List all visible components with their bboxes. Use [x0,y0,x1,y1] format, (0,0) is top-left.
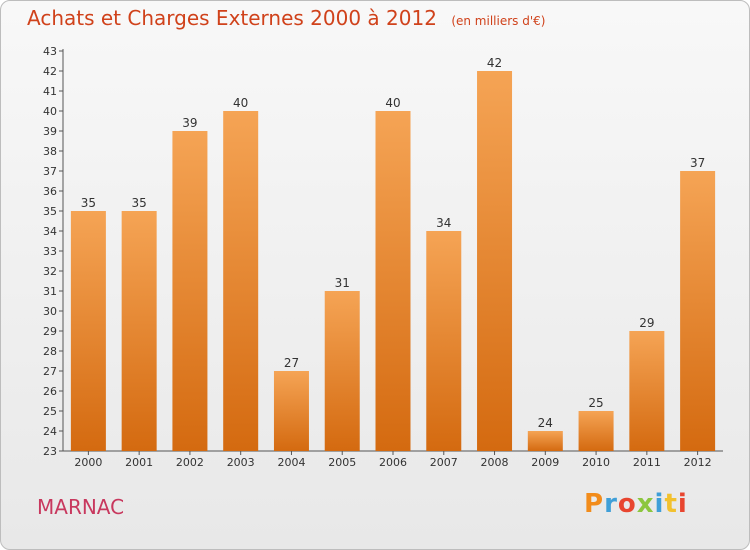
logo-letter: o [617,489,637,519]
data-label: 24 [538,416,553,430]
bar-2002 [172,131,208,451]
data-label: 34 [436,216,451,230]
x-tick-label: 2006 [379,456,407,469]
y-tick-label: 43 [43,45,57,58]
bar-2006 [375,111,411,451]
y-tick-label: 30 [43,305,57,318]
y-tick-label: 32 [43,265,57,278]
y-tick-label: 34 [43,225,57,238]
x-tick-label: 2004 [277,456,305,469]
y-tick-label: 28 [43,345,57,358]
data-label: 39 [182,116,197,130]
chart-data-labels: 35 35 39 40 27 31 40 34 42 24 25 29 37 [81,56,706,430]
logo-letter: P [584,489,605,519]
bar-2007 [426,231,462,451]
logo-letter: x [636,489,655,519]
x-tick-label: 2010 [582,456,610,469]
logo-letter: i [677,489,688,519]
y-tick-label: 36 [43,185,57,198]
logo-letter: i [654,489,665,519]
data-label: 35 [81,196,96,210]
x-tick-label: 2005 [328,456,356,469]
y-tick-label: 31 [43,285,57,298]
y-tick-label: 26 [43,385,57,398]
y-tick-label: 37 [43,165,57,178]
bar-2005 [324,291,360,451]
y-tick-label: 29 [43,325,57,338]
data-label: 29 [639,316,654,330]
proxiti-logo: Proxiti [584,489,688,519]
y-tick-label: 27 [43,365,57,378]
x-tick-label: 2000 [74,456,102,469]
chart-axes: 23 24 25 26 27 28 29 30 31 32 33 34 35 36 37 38 39 40 41 42… [43,45,723,469]
data-label: 27 [284,356,299,370]
x-tick-label: 2009 [531,456,559,469]
logo-letter: t [664,489,678,519]
y-tick-label: 33 [43,245,57,258]
data-label: 42 [487,56,502,70]
data-label: 25 [588,396,603,410]
bar-2011 [629,331,665,451]
x-tick-label: 2012 [684,456,712,469]
bar-2009 [527,431,563,451]
x-tick-label: 2002 [176,456,204,469]
y-tick-label: 25 [43,405,57,418]
data-label: 31 [335,276,350,290]
y-tick-label: 42 [43,65,57,78]
bar-2012 [680,171,716,451]
bar-2000 [70,211,106,451]
y-tick-label: 23 [43,445,57,458]
city-name: MARNAC [37,495,125,519]
bar-2003 [223,111,259,451]
y-tick-label: 24 [43,425,57,438]
data-label: 35 [132,196,147,210]
chart-bars [70,71,716,451]
y-tick-label: 40 [43,105,57,118]
bar-2001 [121,211,157,451]
y-tick-label: 41 [43,85,57,98]
data-label: 37 [690,156,705,170]
y-tick-label: 38 [43,145,57,158]
x-tick-label: 2008 [481,456,509,469]
bar-2004 [273,371,309,451]
x-tick-label: 2007 [430,456,458,469]
x-tick-label: 2001 [125,456,153,469]
data-label: 40 [385,96,400,110]
x-tick-label: 2011 [633,456,661,469]
chart-title-block: Achats et Charges Externes 2000 à 2012 (… [27,6,545,30]
chart-subtitle: (en milliers d'€) [451,14,546,28]
bar-2008 [477,71,513,451]
data-label: 40 [233,96,248,110]
bar-2010 [578,411,614,451]
logo-letter: r [604,489,618,519]
chart-title: Achats et Charges Externes 2000 à 2012 [27,6,437,30]
y-tick-label: 39 [43,125,57,138]
x-tick-label: 2003 [227,456,255,469]
y-tick-label: 35 [43,205,57,218]
